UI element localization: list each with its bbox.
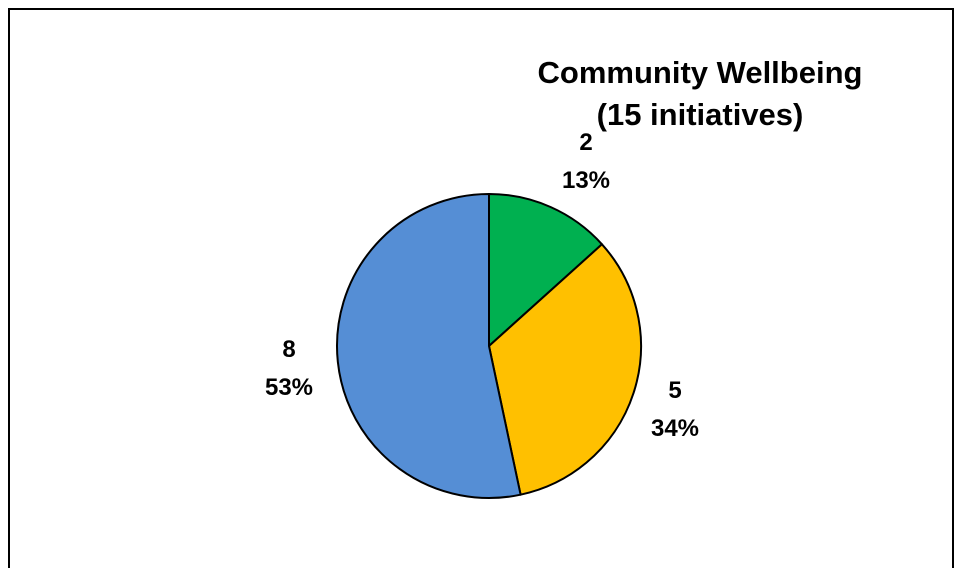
chart-title-line-1: Community Wellbeing (537, 55, 863, 90)
pie-slice-1 (488, 193, 603, 347)
slice-value-label-1: 2 (579, 129, 592, 156)
chart-title: Community Wellbeing (15 initiatives) (510, 52, 890, 136)
slice-value-label-2: 5 (668, 377, 681, 404)
slice-percent-label-3: 53% (265, 374, 313, 401)
chart-title-line-2: (15 initiatives) (596, 97, 804, 132)
slice-value-label-3: 8 (282, 336, 295, 363)
slice-percent-label-1: 13% (562, 167, 610, 194)
pie-slice-2 (488, 243, 642, 496)
pie-slices (336, 193, 642, 499)
pie-labels: 2 13% 5 34% 8 53% (265, 129, 699, 442)
pie-slice-3 (336, 193, 522, 499)
slice-percent-label-2: 34% (651, 415, 699, 442)
